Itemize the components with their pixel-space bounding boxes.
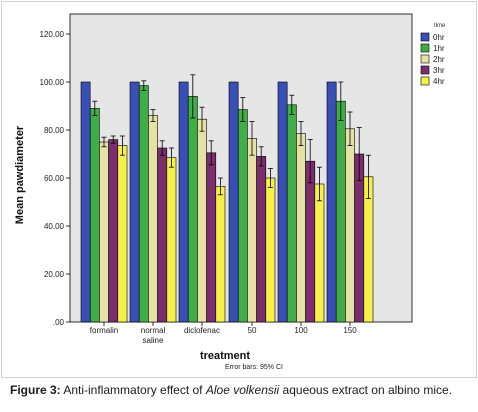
y-tick-label: 60.00: [44, 174, 65, 183]
legend-label: 1hr: [433, 44, 445, 53]
x-tick-label: normal: [141, 326, 166, 335]
bar: [157, 147, 168, 323]
bar: [178, 81, 189, 323]
caption-species: Aloe volkensii: [205, 383, 280, 397]
legend-swatch: [420, 65, 430, 75]
bar: [256, 156, 267, 323]
legend-swatch: [420, 76, 430, 86]
bar: [99, 141, 109, 323]
caption-text-after: aqueous extract on albino mice.: [279, 383, 452, 397]
bar: [335, 100, 346, 323]
y-tick-label: 120.00: [40, 30, 65, 39]
y-tick-label: 40.00: [44, 222, 65, 231]
x-tick-label: diclofenac: [184, 326, 220, 335]
x-tick-label: 150: [343, 326, 357, 335]
bar: [305, 160, 316, 323]
bar: [265, 177, 276, 323]
legend-label: 2hr: [433, 55, 445, 64]
caption-text-before: Anti-inflammatory effect of: [60, 383, 206, 397]
y-tick-label: 20.00: [44, 270, 65, 279]
bar: [228, 81, 239, 323]
x-tick-label: saline: [143, 336, 164, 345]
bar-chart: .00 20.00 40.00 60.00 80.00 100.00 120.00 forma…: [14, 13, 446, 371]
bar: [345, 128, 355, 323]
bar: [166, 157, 177, 323]
bar: [277, 81, 288, 323]
x-tick-label: 50: [248, 326, 257, 335]
legend-label: 3hr: [433, 66, 445, 75]
bar: [247, 138, 257, 323]
bar: [117, 145, 128, 323]
bar: [206, 152, 217, 323]
bar: [138, 85, 149, 323]
figure-caption: Figure 3: Anti-inflammatory effect of Al…: [10, 383, 470, 397]
y-tick-label: .00: [53, 318, 65, 327]
legend-title: time: [434, 23, 446, 29]
bar: [80, 81, 91, 323]
bar: [197, 118, 207, 323]
x-tick-label: formalin: [90, 326, 118, 335]
y-tick-label: 80.00: [44, 126, 65, 135]
bar: [129, 81, 140, 323]
bar: [326, 81, 337, 323]
bar: [89, 108, 100, 323]
legend-swatch: [420, 43, 430, 53]
bar: [215, 186, 226, 323]
bar: [108, 139, 119, 323]
x-tick-label: 100: [294, 326, 308, 335]
bar: [148, 115, 158, 323]
bar: [237, 109, 248, 323]
legend-label: 0hr: [433, 33, 445, 42]
legend-swatch: [420, 32, 430, 42]
bar: [187, 96, 198, 323]
x-axis-title: treatment: [200, 350, 250, 362]
error-bars-note: Error bars: 95% CI: [225, 364, 283, 371]
legend-label: 4hr: [433, 77, 445, 86]
bar: [286, 104, 297, 323]
bar: [296, 133, 306, 323]
caption-label: Figure 3:: [10, 383, 61, 397]
y-axis-title: Mean pawdiameter: [14, 125, 26, 224]
y-tick-label: 100.00: [40, 78, 65, 87]
bar: [314, 183, 325, 323]
legend-swatch: [420, 54, 430, 64]
